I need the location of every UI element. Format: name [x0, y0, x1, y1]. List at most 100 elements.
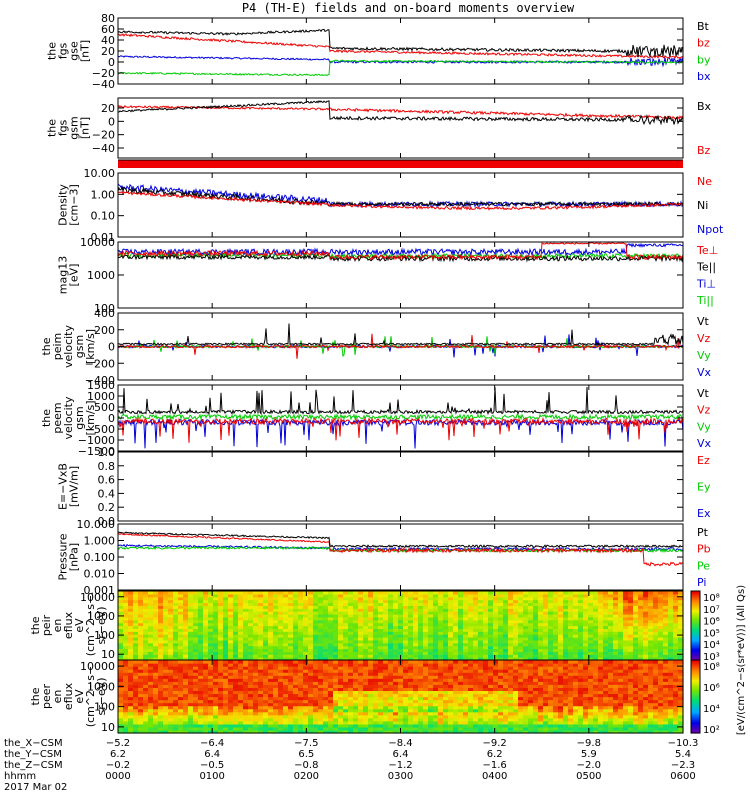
- spectrogram-cell: [263, 642, 269, 647]
- spectrogram-cell: [178, 687, 184, 692]
- spectrogram-cell: [138, 702, 144, 707]
- spectrogram-cell: [638, 608, 644, 612]
- spectrogram-cell: [203, 599, 209, 604]
- spectrogram-cell: [253, 593, 259, 598]
- spectrogram-cell: [203, 602, 209, 606]
- spectrogram-cell: [318, 648, 324, 652]
- panel-frame: [117, 172, 684, 238]
- spectrogram-cell: [318, 705, 324, 710]
- spectrogram-cell: [323, 714, 329, 719]
- spectrogram-cell: [168, 616, 174, 621]
- spectrogram-cell: [128, 684, 134, 688]
- spectrogram-cell: [118, 705, 124, 710]
- spectrogram-cell: [433, 699, 439, 704]
- y-tick-label: 10.00: [84, 167, 116, 180]
- spectrogram-cell: [288, 705, 294, 710]
- spectrogram-cell: [413, 616, 419, 621]
- y-tick-label: 80: [101, 12, 115, 25]
- spectrogram-cell: [423, 611, 429, 615]
- spectrogram-cell: [173, 696, 179, 701]
- spectrogram-cell: [268, 591, 274, 595]
- spectrogram-cell: [348, 699, 354, 704]
- spectrogram-cell: [188, 639, 194, 644]
- colorbar-segment: [691, 653, 700, 656]
- spectrogram-cell: [423, 614, 429, 618]
- spectrogram-cell: [603, 591, 609, 595]
- spectrogram-cell: [253, 637, 259, 641]
- spectrogram-cell: [193, 639, 199, 644]
- spectrogram-cell: [478, 693, 484, 698]
- spectrogram-cell: [368, 619, 374, 624]
- spectrogram-cell: [483, 605, 489, 609]
- spectrogram-cell: [248, 619, 254, 624]
- spectrogram-cell: [273, 593, 279, 598]
- spectrogram-cell: [248, 699, 254, 704]
- spectrogram-cell: [263, 619, 269, 624]
- spectrogram-cell: [673, 599, 679, 604]
- spectrogram-cell: [393, 678, 399, 682]
- spectrogram-cell: [403, 699, 409, 704]
- spectrogram-cell: [188, 648, 194, 652]
- spectrogram-cell: [598, 639, 604, 644]
- spectrogram-cell: [478, 714, 484, 719]
- spectrogram-cell: [368, 669, 374, 673]
- spectrogram-cell: [403, 726, 409, 731]
- spectrogram-cell: [623, 631, 629, 635]
- spectrogram-cell: [598, 619, 604, 624]
- spectrogram-cell: [233, 628, 239, 632]
- spectrogram-cell: [423, 593, 429, 598]
- spectrogram-cell: [353, 690, 359, 695]
- spectrogram-cell: [183, 708, 189, 713]
- spectrogram-cell: [608, 616, 614, 621]
- spectrogram-cell: [238, 605, 244, 609]
- spectrogram-cell: [163, 699, 169, 704]
- spectrogram-cell: [483, 672, 489, 676]
- spectrogram-cell: [188, 602, 194, 606]
- spectrogram-cell: [178, 657, 184, 661]
- spectrogram-cell: [458, 717, 464, 722]
- spectrogram-cell: [518, 619, 524, 624]
- spectrogram-cell: [123, 693, 129, 698]
- spectrogram-cell: [323, 675, 329, 679]
- spectrogram-cell: [478, 593, 484, 598]
- spectrogram-cell: [268, 599, 274, 604]
- spectrogram-cell: [333, 723, 339, 728]
- spectrogram-cell: [388, 711, 394, 716]
- spectrogram-cell: [138, 729, 144, 734]
- spectrogram-cell: [483, 723, 489, 728]
- spectrogram-cell: [523, 622, 529, 627]
- spectrogram-cell: [288, 648, 294, 652]
- spectrogram-cell: [198, 717, 204, 722]
- spectrogram-cell: [638, 602, 644, 606]
- spectrogram-cell: [278, 639, 284, 644]
- spectrogram-cell: [293, 637, 299, 641]
- spectrogram-cell: [123, 651, 129, 655]
- spectrogram-cell: [373, 599, 379, 604]
- spectrogram-cell: [418, 699, 424, 704]
- spectrogram-cell: [403, 648, 409, 652]
- spectrogram-cell: [413, 726, 419, 731]
- spectrogram-cell: [423, 714, 429, 719]
- spectrogram-cell: [378, 672, 384, 676]
- spectrogram-cell: [663, 645, 669, 650]
- spectrogram-cell: [668, 608, 674, 612]
- spectrogram-cell: [358, 726, 364, 731]
- spectrogram-cell: [178, 702, 184, 707]
- spectrogram-cell: [488, 717, 494, 722]
- spectrogram-cell: [238, 717, 244, 722]
- spectrogram-cell: [328, 591, 334, 595]
- spectrogram-cell: [388, 681, 394, 685]
- spectrogram-cell: [368, 657, 374, 661]
- spectrogram-cell: [433, 696, 439, 701]
- spectrogram-cell: [258, 684, 264, 688]
- spectrogram-cell: [213, 717, 219, 722]
- spectrogram-cell: [348, 657, 354, 661]
- spectrogram-cell: [208, 637, 214, 641]
- spectrogram-cell: [338, 678, 344, 682]
- spectrogram-cell: [203, 637, 209, 641]
- spectrogram-cell: [493, 720, 499, 725]
- spectrogram-cell: [668, 645, 674, 650]
- spectrogram-cell: [508, 614, 514, 618]
- spectrogram-cell: [188, 614, 194, 618]
